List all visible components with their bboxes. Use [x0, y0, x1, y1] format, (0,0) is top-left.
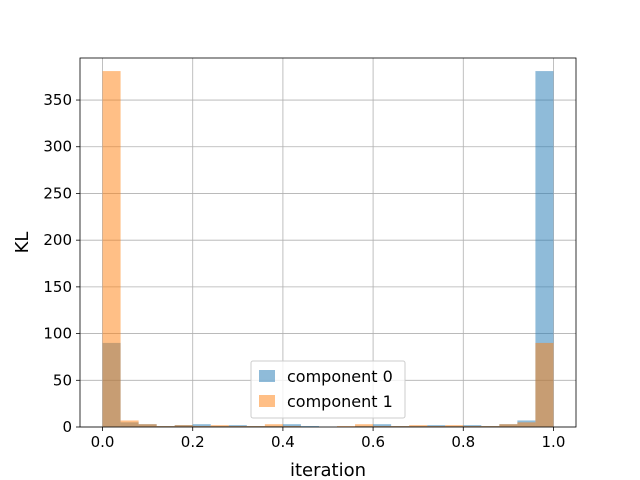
- histogram-bar: [391, 426, 410, 427]
- y-tick-label: 350: [43, 91, 72, 109]
- x-axis-label: iteration: [290, 460, 366, 480]
- y-tick-label: 50: [53, 371, 72, 389]
- histogram-bar: [282, 424, 301, 427]
- x-tick-label: 0.2: [181, 433, 205, 451]
- histogram-bar: [264, 424, 283, 427]
- y-tick-label: 0: [62, 418, 72, 436]
- histogram-bar: [535, 71, 554, 427]
- histogram-bar: [246, 426, 265, 427]
- y-axis-label: KL: [12, 232, 33, 254]
- histogram-bar: [300, 426, 319, 427]
- y-tick-label: 300: [43, 138, 72, 156]
- histogram-bar: [481, 426, 500, 427]
- histogram-bar: [409, 425, 428, 427]
- legend-box: [250, 360, 406, 419]
- histogram-bar: [210, 425, 229, 427]
- histogram-bar: [427, 426, 446, 427]
- y-tick-label: 250: [43, 184, 72, 202]
- histogram-bar: [499, 424, 518, 427]
- x-tick-label: 0.4: [271, 433, 295, 451]
- histogram-bar: [192, 426, 211, 427]
- x-tick-label: 1.0: [542, 433, 566, 451]
- y-tick-label: 100: [43, 325, 72, 343]
- x-tick-label: 0.8: [451, 433, 475, 451]
- histogram-bar: [102, 71, 121, 427]
- x-tick-label: 0.6: [361, 433, 385, 451]
- histogram-bar: [463, 426, 482, 427]
- y-tick-label: 150: [43, 278, 72, 296]
- histogram-bar: [282, 426, 301, 427]
- histogram-bar: [120, 420, 139, 427]
- histogram-bar: [373, 426, 392, 427]
- histogram-bar: [156, 426, 175, 427]
- legend-label-component-1: component 1: [287, 392, 393, 411]
- legend-swatch-component-1: [259, 395, 275, 407]
- histogram-bar: [337, 426, 356, 427]
- y-tick-label: 200: [43, 231, 72, 249]
- histogram-bar: [174, 425, 193, 427]
- histogram-bars: [102, 71, 554, 427]
- axis-ticks: 0.0 0.2 0.4 0.6 0.8 1.0 0 50 100 150 200 250 300 350: [43, 91, 565, 451]
- x-tick-label: 0.0: [91, 433, 115, 451]
- legend-label-component-0: component 0: [287, 367, 393, 386]
- legend: component 0 component 1: [250, 360, 406, 419]
- bar-series-component-1: [102, 71, 554, 427]
- histogram-bar: [192, 424, 211, 427]
- histogram-bar: [445, 425, 464, 427]
- histogram-bar: [138, 424, 157, 427]
- histogram-bar: [228, 426, 247, 427]
- legend-swatch-component-0: [259, 370, 275, 382]
- histogram-bar: [373, 424, 392, 427]
- plot-frame: [79, 57, 577, 428]
- histogram-bar: [355, 424, 374, 427]
- histogram-bar: [517, 422, 536, 427]
- histogram-bar: [535, 342, 554, 427]
